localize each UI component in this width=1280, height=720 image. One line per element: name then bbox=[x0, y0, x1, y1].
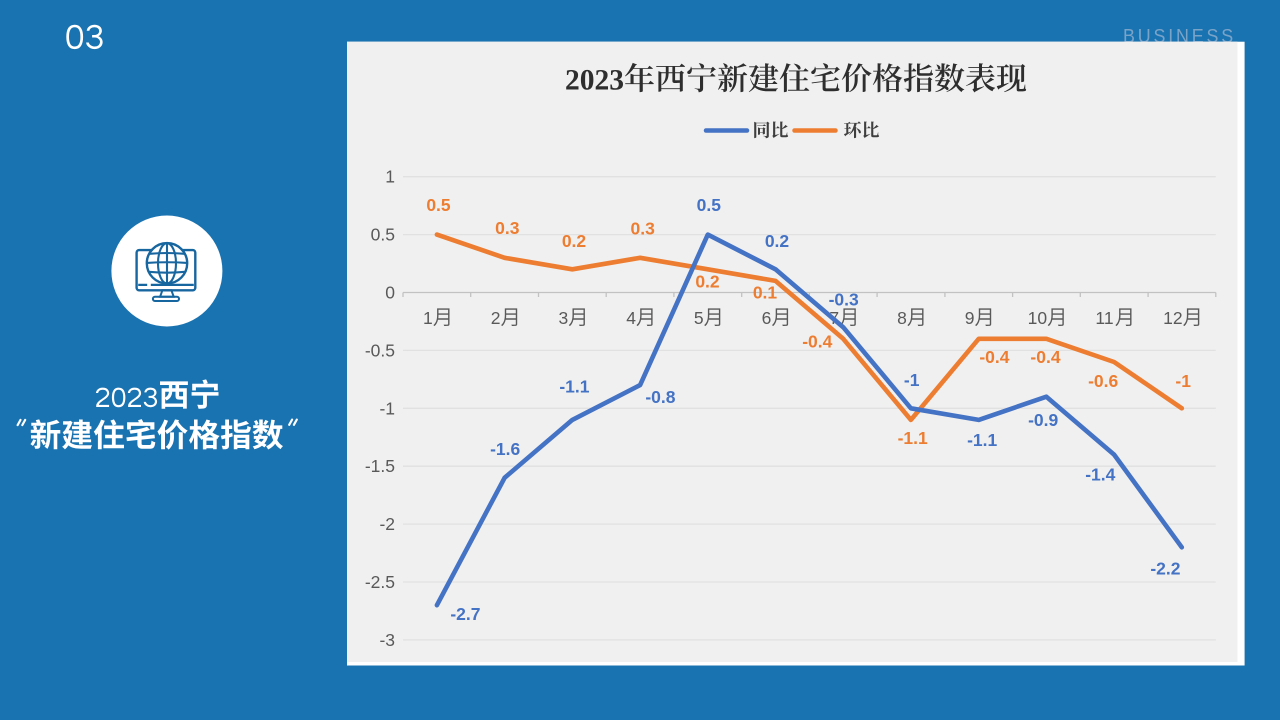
svg-text:-0.5: -0.5 bbox=[365, 340, 395, 360]
svg-text:0.5: 0.5 bbox=[426, 195, 451, 215]
svg-text:-0.4: -0.4 bbox=[802, 331, 832, 351]
svg-text:1: 1 bbox=[385, 167, 395, 187]
svg-text:2: 2 bbox=[491, 308, 501, 328]
svg-text:-1.1: -1.1 bbox=[559, 377, 589, 397]
svg-text:11: 11 bbox=[1095, 308, 1113, 328]
svg-text:0.5: 0.5 bbox=[697, 195, 722, 215]
svg-text:8: 8 bbox=[897, 308, 907, 328]
svg-text:-2.5: -2.5 bbox=[365, 572, 395, 592]
svg-text:0.2: 0.2 bbox=[562, 231, 587, 251]
svg-text:-0.4: -0.4 bbox=[1030, 347, 1060, 367]
svg-text:4: 4 bbox=[626, 308, 636, 328]
svg-text:-0.3: -0.3 bbox=[829, 290, 859, 310]
svg-text:-1: -1 bbox=[379, 398, 395, 418]
svg-text:-1: -1 bbox=[1175, 371, 1191, 391]
svg-text:5: 5 bbox=[694, 308, 704, 328]
svg-text:-2.7: -2.7 bbox=[450, 604, 480, 624]
svg-text:-0.8: -0.8 bbox=[645, 387, 675, 407]
svg-text:-2: -2 bbox=[379, 514, 395, 534]
svg-text:0: 0 bbox=[385, 283, 395, 303]
svg-text:-0.4: -0.4 bbox=[979, 347, 1009, 367]
svg-text:0.5: 0.5 bbox=[371, 225, 395, 245]
svg-text:0.1: 0.1 bbox=[753, 283, 778, 303]
svg-text:-1.5: -1.5 bbox=[365, 456, 395, 476]
svg-text:-1: -1 bbox=[904, 370, 920, 390]
svg-text:3: 3 bbox=[559, 308, 569, 328]
svg-text:12: 12 bbox=[1163, 308, 1182, 328]
svg-text:0.3: 0.3 bbox=[495, 218, 520, 238]
svg-text:-0.9: -0.9 bbox=[1028, 410, 1058, 430]
svg-text:6: 6 bbox=[762, 308, 772, 328]
svg-text:9: 9 bbox=[965, 308, 975, 328]
svg-text:-2.2: -2.2 bbox=[1150, 559, 1180, 579]
svg-text:-1.6: -1.6 bbox=[490, 439, 520, 459]
svg-text:10: 10 bbox=[1028, 308, 1048, 328]
svg-text:-1.1: -1.1 bbox=[967, 430, 997, 450]
svg-text:1: 1 bbox=[423, 308, 433, 328]
svg-text:0.2: 0.2 bbox=[765, 231, 790, 251]
svg-text:-0.6: -0.6 bbox=[1088, 371, 1118, 391]
svg-text:0.2: 0.2 bbox=[695, 272, 720, 292]
svg-text:0.3: 0.3 bbox=[631, 218, 656, 238]
svg-text:-1.4: -1.4 bbox=[1085, 465, 1115, 485]
svg-text:-1.1: -1.1 bbox=[898, 428, 928, 448]
svg-text:-3: -3 bbox=[379, 630, 395, 650]
